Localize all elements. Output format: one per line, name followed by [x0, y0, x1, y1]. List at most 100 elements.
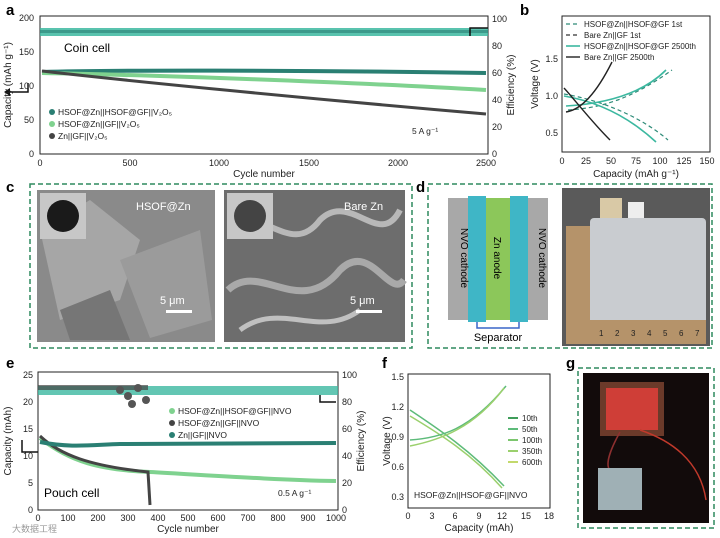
panel-e-xtick-8: 800	[270, 513, 285, 523]
panel-f-legend-5: 600th	[522, 458, 542, 467]
panel-a-y2tick-3: 60	[492, 68, 502, 78]
panel-c-sem-images: HSOF@Zn 5 μm Bare Zn 5 μm	[29, 183, 413, 349]
panel-a-ytick-0: 0	[29, 149, 34, 159]
ruler-num-7: 7	[695, 329, 700, 338]
panel-e-xtick-3: 300	[120, 513, 135, 523]
panel-c-right-scale: 5 μm	[350, 295, 375, 307]
panel-e-xlabel: Cycle number	[157, 524, 219, 535]
panel-a-xlabel: Cycle number	[233, 169, 295, 180]
panel-f-xtick-2: 6	[452, 511, 457, 521]
panel-a-xtick-3: 1500	[299, 158, 319, 168]
panel-b-ylabel: Voltage (V)	[530, 59, 541, 108]
watermark-text: 大数据工程	[12, 523, 57, 534]
panel-d-pouch: NVO cathode Zn anode NVO cathode Separat…	[427, 183, 713, 349]
panel-a-ytick-3: 150	[19, 47, 34, 57]
panel-e-legend-marker-3	[169, 432, 175, 438]
panel-e-chart: HSOF@Zn||HSOF@GF||NVO HSOF@Zn||GF||NVO Z…	[3, 370, 367, 535]
panel-e-xtick-9: 900	[300, 513, 315, 523]
pouch-tab-left	[600, 198, 622, 220]
ruler-num-6: 6	[679, 329, 684, 338]
panel-b-legend-2: Bare Zn||GF 1st	[584, 31, 641, 40]
left-cathode-block	[448, 198, 468, 320]
panel-e-ytick-4: 20	[23, 397, 33, 407]
panel-f-legend-1: 10th	[522, 414, 538, 423]
panel-f-ytick-3: 1.2	[391, 402, 404, 412]
panel-e-y2tick-1: 20	[342, 478, 352, 488]
scale-bar-right	[356, 310, 382, 313]
ruler-num-4: 4	[647, 329, 652, 338]
panel-b-xtick-5: 125	[676, 156, 691, 166]
panel-a-ytick-2: 100	[19, 81, 34, 91]
panel-a-series-zn-gf	[41, 69, 487, 116]
panel-f-curve-chg-2	[409, 387, 505, 447]
panel-a-left-arrowhead	[4, 88, 10, 96]
panel-g-label: g	[566, 355, 575, 372]
panel-e-xtick-0: 0	[35, 513, 40, 523]
panel-a-legend-marker-3	[49, 133, 55, 139]
panel-f-ytick-4: 1.5	[391, 372, 404, 382]
panel-b-curve-bare-2500-chg	[565, 61, 613, 113]
panel-a-legend-marker-1	[49, 109, 55, 115]
panel-e-legend-3: Zn||GF||NVO	[178, 430, 227, 440]
right-cathode-block	[528, 198, 548, 320]
panel-f-ylabel: Voltage (V)	[382, 416, 393, 465]
panel-e-xtick-2: 200	[90, 513, 105, 523]
panel-a-ytick-4: 200	[19, 13, 34, 23]
panel-c-label: c	[6, 179, 14, 196]
panel-f-caption: HSOF@Zn||HSOF@GF||NVO	[414, 490, 528, 500]
panel-e-ytick-2: 10	[23, 451, 33, 461]
zn-anode-block	[486, 198, 510, 320]
panel-a-xtick-2: 1000	[209, 158, 229, 168]
panel-e-legend-2: HSOF@Zn||GF||NVO	[178, 418, 260, 428]
electrode-disc-hsof	[47, 200, 79, 232]
panel-f-plot-frame	[407, 373, 551, 509]
electrode-disc-bare	[234, 200, 266, 232]
panel-a-legend-1: HSOF@Zn||HSOF@GF||V₂O₅	[58, 107, 172, 117]
panel-e-eff-scatter-3	[134, 384, 142, 392]
panel-e-eff-scatter-1	[116, 386, 124, 394]
panel-f-xtick-3: 9	[476, 511, 481, 521]
panel-f-curve-chg-1	[409, 385, 507, 441]
panel-g-led-photo	[577, 367, 715, 529]
panel-e-ytick-0: 0	[28, 505, 33, 515]
panel-f-xtick-6: 18	[544, 511, 554, 521]
sem-flake-3	[238, 307, 362, 333]
panel-e-y2tick-4: 80	[342, 397, 352, 407]
panel-e-ytick-3: 15	[23, 424, 33, 434]
panel-d-left-cathode: NVO cathode	[458, 228, 469, 288]
panel-a-left-arrow	[10, 83, 29, 93]
panel-e-xtick-4: 400	[150, 513, 165, 523]
panel-e-y2tick-0: 0	[342, 505, 347, 515]
panel-e-ylabel: Capacity (mAh)	[3, 407, 14, 476]
panel-a-ytick-1: 50	[24, 115, 34, 125]
panel-c-left-scale: 5 μm	[160, 295, 185, 307]
panel-a-series-hsof-hsof	[41, 68, 487, 75]
panel-e-right-arrow	[319, 395, 336, 403]
panel-b-curve-bare-2500-dis	[563, 87, 611, 141]
pouch-battery	[598, 468, 642, 510]
panel-b-curve-hsof-1st-dis	[563, 93, 669, 141]
panel-f-xlabel: Capacity (mAh)	[445, 523, 514, 534]
panel-b-plot-frame	[561, 15, 711, 153]
panel-f-label: f	[382, 355, 388, 372]
panel-b-xtick-3: 75	[631, 156, 641, 166]
panel-a-y2tick-1: 20	[492, 122, 502, 132]
panel-f-ytick-1: 0.6	[391, 462, 404, 472]
pouch-cell-body	[590, 218, 706, 328]
panel-e-label: e	[6, 355, 14, 372]
panel-b-xtick-0: 0	[559, 156, 564, 166]
panel-e-y2tick-2: 40	[342, 451, 352, 461]
panel-e-left-arrow	[21, 440, 38, 453]
panel-a-series-hsof-gf	[41, 71, 487, 92]
left-separator-fiber	[468, 196, 486, 322]
panel-f-xtick-4: 12	[497, 511, 507, 521]
panel-e-xtick-1: 100	[60, 513, 75, 523]
panel-f-xtick-1: 3	[429, 511, 434, 521]
panel-a-rate: 5 A g⁻¹	[412, 126, 438, 136]
panel-b-curve-bare-1st-chg	[567, 69, 673, 111]
panel-f-legend-4: 350th	[522, 447, 542, 456]
panel-b-ytick-1: 1.0	[545, 91, 558, 101]
panel-e-ylabel-right: Efficiency (%)	[356, 411, 367, 472]
panel-e-xtick-5: 500	[180, 513, 195, 523]
ruler-num-3: 3	[631, 329, 636, 338]
